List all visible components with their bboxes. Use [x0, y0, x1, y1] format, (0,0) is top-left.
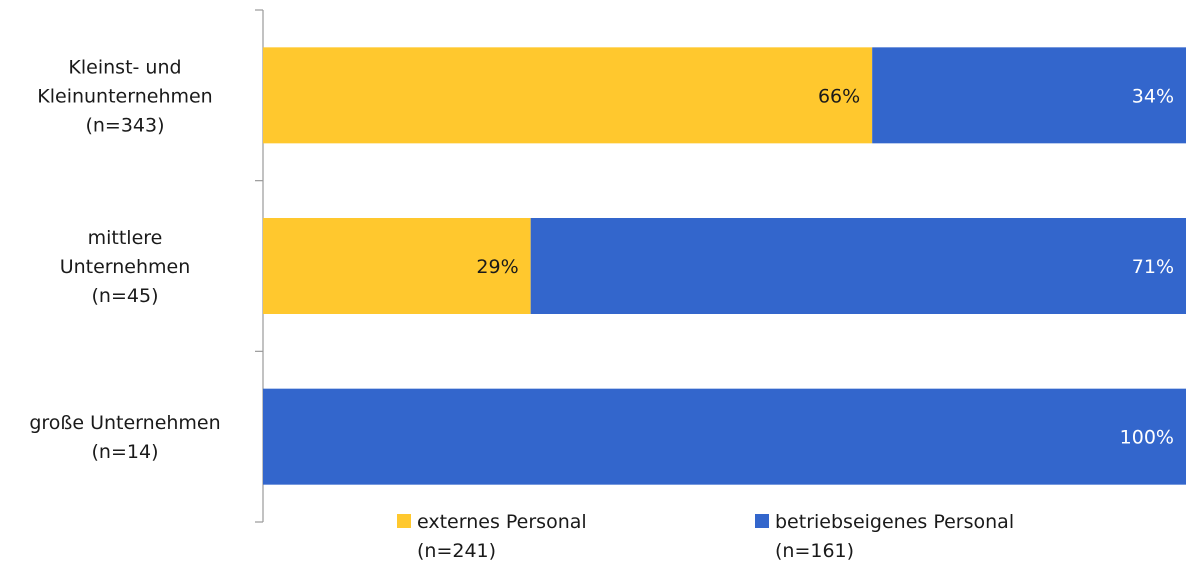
legend-swatch — [755, 514, 769, 528]
legend-label: betriebseigenes Personal (n=161) — [775, 511, 1014, 562]
bar-segment-internal — [530, 218, 1186, 314]
category-label: mittlere Unternehmen (n=45) — [60, 227, 191, 307]
category-axis — [255, 9, 264, 523]
legend-swatch — [397, 514, 411, 528]
category-labels: Kleinst- und Kleinunternehmen (n=343) mittl… — [29, 56, 220, 463]
bar-segment-external — [263, 47, 873, 144]
category-label: Kleinst- und Kleinunternehmen (n=343) — [37, 56, 212, 136]
data-label: 71% — [1132, 256, 1174, 278]
bar-segment-internal — [263, 388, 1186, 485]
data-label: 100% — [1120, 427, 1174, 449]
category-label: große Unternehmen (n=14) — [29, 412, 220, 463]
data-label: 66% — [818, 85, 860, 107]
bars-group: 66% 34% 29% 71% 100% — [263, 47, 1186, 485]
data-label: 34% — [1132, 85, 1174, 107]
legend-label: externes Personal (n=241) — [417, 511, 587, 562]
bar-segment-external — [263, 218, 531, 314]
bar-segment-internal — [872, 47, 1186, 144]
data-label: 29% — [476, 256, 518, 278]
legend: externes Personal (n=241) betriebseigenes … — [397, 511, 1014, 562]
